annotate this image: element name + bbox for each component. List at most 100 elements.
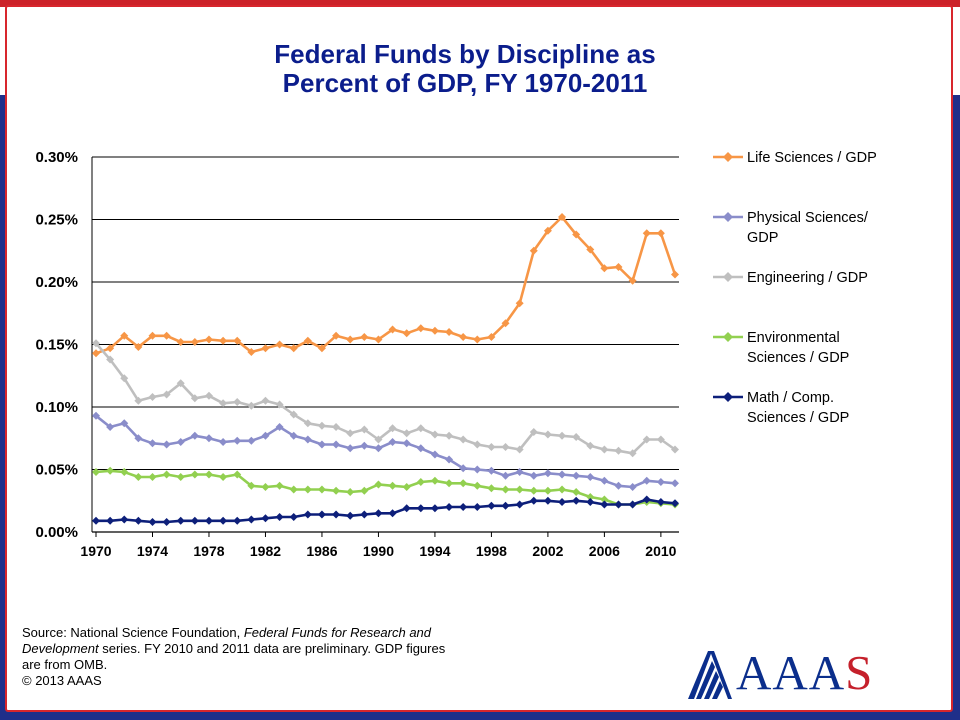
data-point: [501, 485, 510, 494]
data-point: [275, 481, 284, 490]
data-point: [332, 423, 341, 431]
data-point: [134, 343, 143, 351]
data-point: [317, 510, 326, 519]
slide-frame: [5, 5, 953, 712]
aaas-logo: AAAS: [686, 645, 906, 701]
data-point: [247, 401, 256, 410]
data-point: [162, 390, 171, 399]
data-point: [543, 430, 552, 439]
data-point: [233, 436, 242, 445]
source-note: Source: National Science Foundation, Fed…: [22, 625, 532, 689]
data-point: [529, 486, 538, 495]
data-point: [487, 443, 496, 451]
data-point: [572, 488, 581, 496]
source-line-2: Development series. FY 2010 and 2011 dat…: [22, 641, 532, 657]
chart-title-line-1: Federal Funds by Discipline as: [274, 39, 656, 69]
data-point: [487, 501, 496, 510]
data-point: [445, 431, 454, 440]
data-point: [162, 470, 171, 479]
y-tick-label: 0.30%: [35, 149, 78, 166]
data-point: [317, 440, 326, 449]
data-point: [176, 379, 185, 388]
data-point: [204, 470, 213, 479]
data-point: [176, 338, 185, 346]
y-tick-label: 0.10%: [35, 399, 78, 416]
data-point: [204, 391, 213, 400]
data-point: [360, 333, 369, 341]
data-point: [558, 431, 567, 440]
data-point: [289, 485, 298, 494]
data-point: [515, 299, 524, 308]
x-tick-label: 1998: [476, 543, 507, 559]
series-1: [92, 213, 679, 358]
aaas-logo-emblem-icon: [688, 651, 732, 699]
x-tick-label: 1990: [363, 543, 394, 559]
aaas-wordmark: AAAS: [736, 645, 873, 701]
data-point: [572, 433, 581, 441]
data-point: [614, 481, 623, 490]
source-suffix: series. FY 2010 and 2011 data are prelim…: [98, 641, 446, 656]
x-tick-label: 1982: [250, 543, 281, 559]
data-point: [430, 450, 439, 459]
logo-text-last: S: [845, 645, 874, 700]
data-point: [515, 445, 524, 454]
data-point: [487, 333, 496, 341]
data-point: [162, 440, 171, 449]
data-point: [148, 518, 157, 526]
data-point: [515, 468, 524, 476]
data-point: [92, 468, 100, 476]
data-point: [671, 445, 679, 454]
legend-label: Life Sciences / GDP: [747, 148, 937, 168]
data-point: [416, 444, 425, 453]
data-point: [247, 348, 256, 356]
data-point: [402, 483, 411, 491]
legend-label-line: Sciences / GDP: [747, 350, 850, 366]
data-point: [430, 430, 439, 439]
y-tick-label: 0.00%: [35, 524, 78, 541]
data-point: [529, 496, 538, 505]
data-point: [176, 516, 185, 525]
legend-swatch-marker: [723, 152, 733, 162]
y-tick-label: 0.25%: [35, 212, 78, 229]
data-point: [656, 435, 665, 444]
data-point: [586, 473, 595, 481]
data-point: [247, 436, 256, 445]
data-point: [190, 431, 199, 440]
data-point: [120, 331, 129, 340]
data-point: [671, 270, 679, 279]
data-point: [402, 329, 411, 338]
x-tick-label: 1994: [419, 543, 450, 559]
data-point: [600, 495, 609, 504]
data-point: [261, 514, 270, 523]
data-point: [219, 516, 228, 525]
chart-series: [92, 213, 679, 526]
data-point: [346, 444, 355, 453]
data-point: [642, 229, 651, 238]
x-tick-label: 1986: [306, 543, 337, 559]
data-point: [106, 355, 115, 364]
data-point: [543, 226, 552, 235]
data-point: [558, 213, 567, 221]
data-point: [120, 468, 129, 476]
legend-label: Engineering / GDP: [747, 268, 937, 288]
data-point: [586, 245, 595, 254]
data-point: [445, 503, 454, 511]
data-point: [529, 471, 538, 480]
data-point: [317, 485, 326, 494]
data-point: [430, 504, 439, 513]
data-point: [374, 509, 383, 518]
data-point: [162, 518, 171, 526]
data-point: [233, 398, 242, 406]
data-point: [92, 516, 100, 525]
data-point: [261, 431, 270, 440]
data-point: [600, 264, 609, 273]
data-point: [190, 470, 199, 479]
data-point: [388, 424, 397, 433]
data-point: [317, 344, 326, 353]
data-point: [614, 500, 623, 509]
data-point: [303, 485, 312, 494]
data-point: [416, 324, 425, 333]
source-prefix: Source: National Science Foundation,: [22, 625, 244, 640]
data-point: [572, 230, 581, 239]
data-point: [275, 423, 284, 431]
